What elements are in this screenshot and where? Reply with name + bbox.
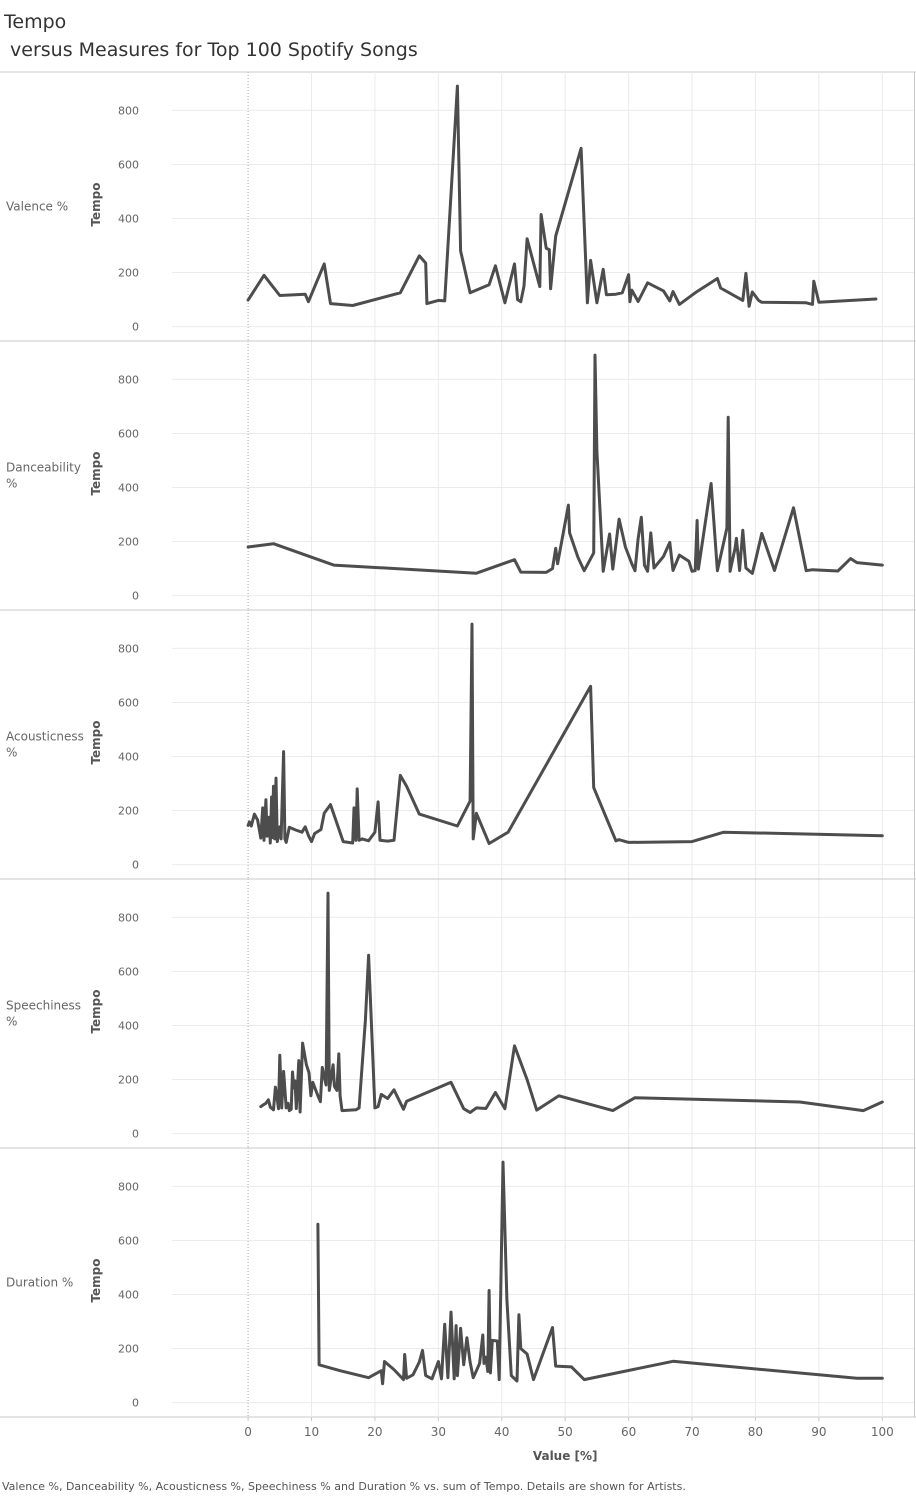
y-axis-title: Tempo [89,182,103,226]
x-tick-label: 90 [811,1425,826,1439]
y-tick-label: 800 [118,104,139,117]
y-axis-title: Tempo [89,989,103,1033]
series-line-valence [246,84,878,308]
y-axis-title: Tempo [89,451,103,495]
y-tick-label: 800 [118,1180,139,1193]
x-tick-label: 70 [684,1425,699,1439]
x-tick-label: 50 [558,1425,573,1439]
chart-title: Tempo [4,11,67,33]
y-tick-label: 200 [118,805,139,818]
y-tick-label: 0 [132,1397,139,1410]
y-axis-title: Tempo [89,720,103,764]
y-tick-label: 400 [118,213,139,226]
y-tick-label: 600 [118,427,139,440]
y-tick-label: 400 [118,1289,139,1302]
x-tick-label: 60 [621,1425,636,1439]
y-tick-label: 0 [132,590,139,603]
panel-label-valence: Valence % [6,200,68,214]
panel-label-speechiness: Speechiness% [6,999,81,1029]
y-axis-title: Tempo [89,1258,103,1302]
y-tick-label: 0 [132,1128,139,1141]
series-line-speechiness [259,891,884,1114]
y-tick-label: 200 [118,536,139,549]
series-line-danceability [246,353,884,575]
panel-label-duration: Duration % [6,1276,73,1290]
panel-label-danceability: Danceability% [6,461,81,491]
chart-subtitle: versus Measures for Top 100 Spotify Song… [4,39,418,61]
y-tick-label: 600 [118,158,139,171]
y-tick-label: 800 [118,911,139,924]
y-tick-label: 800 [118,642,139,655]
x-tick-label: 20 [367,1425,382,1439]
panel-label-acousticness: Acousticness% [6,730,84,760]
y-tick-label: 200 [118,1343,139,1356]
chart-caption: Valence %, Danceability %, Acousticness … [2,1480,686,1493]
x-tick-label: 40 [494,1425,509,1439]
y-tick-label: 200 [118,267,139,280]
chart-title-block: Tempo versus Measures for Top 100 Spotif… [4,8,418,64]
y-tick-label: 600 [118,965,139,978]
x-tick-label: 10 [304,1425,319,1439]
y-tick-label: 200 [118,1074,139,1087]
y-tick-label: 400 [118,482,139,495]
x-tick-label: 80 [748,1425,763,1439]
y-tick-label: 600 [118,1234,139,1247]
y-tick-label: 0 [132,859,139,872]
x-tick-label: 30 [431,1425,446,1439]
y-tick-label: 400 [118,1020,139,1033]
x-axis-title: Value [%] [533,1449,598,1463]
x-tick-label: 0 [244,1425,252,1439]
x-tick-label: 100 [871,1425,894,1439]
y-tick-label: 600 [118,696,139,709]
y-tick-label: 0 [132,321,139,334]
series-line-acousticness [246,622,884,845]
series-line-duration [316,1160,884,1386]
y-tick-label: 800 [118,373,139,386]
y-tick-label: 400 [118,751,139,764]
